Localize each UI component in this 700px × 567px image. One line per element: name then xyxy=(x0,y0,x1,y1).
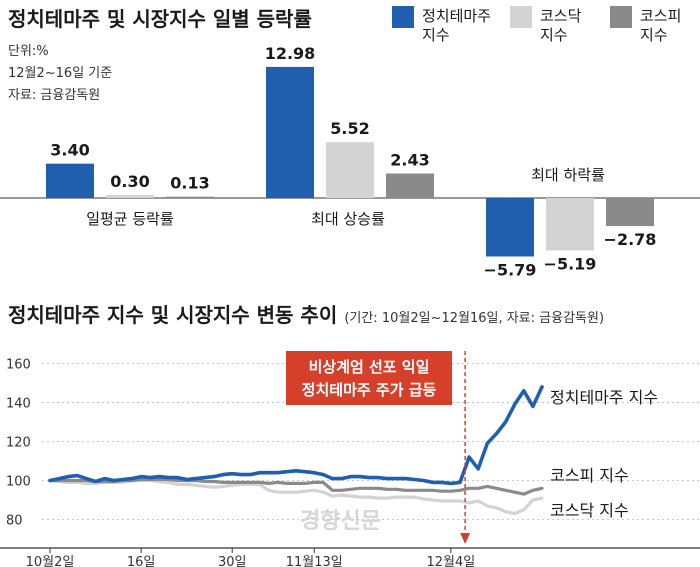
bar-kospi-0 xyxy=(166,196,214,198)
x-tick-label: 16일 xyxy=(127,555,156,567)
x-tick-label: 12월4일 xyxy=(427,555,476,567)
legend-item-theme: 정치테마주 지수 xyxy=(392,6,491,44)
annotation-line2: 정치테마주 주가 급등 xyxy=(302,381,437,399)
x-axis: 10월2일 16일 30일 11월13일 12월4일 xyxy=(0,547,700,567)
series-line-kospi xyxy=(48,477,544,496)
bar-value-label-kospi-0: 0.13 xyxy=(170,174,209,193)
bar-series: 3.40 12.98 −5.79 0.30 5.52 −5.19 0.13 2.43 −2.78 xyxy=(46,44,657,279)
y-tick-label: 160 xyxy=(6,358,31,373)
bar-value-label-kospi-1: 2.43 xyxy=(390,150,429,169)
series-line-theme xyxy=(48,385,544,486)
x-tick-label: 10월2일 xyxy=(26,555,75,567)
bar-value-label-kosdaq-0: 0.30 xyxy=(110,172,149,191)
legend-swatch-kospi xyxy=(610,6,632,28)
category-label-max-fall: 최대 하락률 xyxy=(531,166,605,184)
bar-value-label-theme-1: 12.98 xyxy=(265,44,316,63)
y-axis: 80 100 120 140 160 xyxy=(6,358,700,529)
annotation: 비상계엄 선포 익일 정치테마주 주가 급등 xyxy=(286,351,471,544)
y-tick-label: 120 xyxy=(6,436,31,451)
legend: 정치테마주 지수 코스닥 지수 코스피 지수 xyxy=(392,6,681,44)
line-series xyxy=(48,385,544,516)
legend-item-kospi: 코스피 지수 xyxy=(610,6,681,44)
series-line-kosdaq xyxy=(48,478,544,516)
series-label-kosdaq: 코스닥 지수 xyxy=(550,501,629,520)
bar-theme-1 xyxy=(266,66,314,198)
source-note: 자료: 금융감독원 xyxy=(8,88,100,103)
y-tick-label: 140 xyxy=(6,397,31,412)
legend-label-kospi-line2: 지수 xyxy=(640,26,668,44)
line-chart-title: 정치테마주 지수 및 시장지수 변동 추이 xyxy=(8,303,337,327)
unit-note: 단위:% xyxy=(8,44,49,59)
bar-theme-2 xyxy=(486,198,534,257)
legend-swatch-kosdaq xyxy=(510,6,532,28)
bar-theme-0 xyxy=(46,163,94,198)
y-tick-label: 80 xyxy=(6,514,23,529)
bar-value-label-kospi-2: −2.78 xyxy=(604,230,657,249)
bar-kospi-1 xyxy=(386,173,434,198)
annotation-arrowhead xyxy=(460,533,471,544)
y-tick-label: 100 xyxy=(6,475,31,490)
annotation-line1: 비상계엄 선포 익일 xyxy=(309,358,430,376)
bar-kosdaq-2 xyxy=(546,198,594,251)
series-labels: 정치테마주 지수 코스피 지수 코스닥 지수 xyxy=(550,388,658,520)
legend-label-kosdaq-line1: 코스닥 xyxy=(540,7,582,25)
legend-label-theme-line2: 지수 xyxy=(422,26,450,44)
period-note: 12월2~16일 기준 xyxy=(8,66,112,81)
line-chart-heading: 정치테마주 지수 및 시장지수 변동 추이 (기간: 10월2일~12월16일,… xyxy=(8,303,604,327)
bar-value-label-kosdaq-1: 5.52 xyxy=(330,119,369,138)
bar-value-label-theme-0: 3.40 xyxy=(50,141,89,160)
category-label-avg: 일평균 등락률 xyxy=(86,210,174,228)
series-label-theme: 정치테마주 지수 xyxy=(550,388,658,407)
bar-value-label-theme-2: −5.79 xyxy=(484,260,537,279)
bar-kosdaq-1 xyxy=(326,142,374,198)
legend-swatch-theme xyxy=(392,6,414,28)
annotation-box xyxy=(286,351,452,405)
line-chart-subtitle: (기간: 10월2일~12월16일, 자료: 금융감독원) xyxy=(344,311,604,326)
series-label-kospi: 코스피 지수 xyxy=(550,466,629,485)
legend-item-kosdaq: 코스닥 지수 xyxy=(510,6,582,44)
x-tick-label: 11월13일 xyxy=(286,555,343,567)
bar-kospi-2 xyxy=(606,198,654,227)
bar-value-label-kosdaq-2: −5.19 xyxy=(544,254,597,273)
legend-label-kospi-line1: 코스피 xyxy=(640,7,681,25)
legend-label-kosdaq-line2: 지수 xyxy=(540,26,568,44)
x-tick-label: 30일 xyxy=(218,555,247,567)
category-label-max-rise: 최대 상승률 xyxy=(311,210,385,228)
bar-chart-title: 정치테마주 및 시장지수 일별 등락률 xyxy=(8,7,312,31)
legend-label-theme-line1: 정치테마주 xyxy=(422,7,491,25)
watermark: 경향신문 xyxy=(300,509,381,534)
bar-kosdaq-0 xyxy=(106,194,154,198)
